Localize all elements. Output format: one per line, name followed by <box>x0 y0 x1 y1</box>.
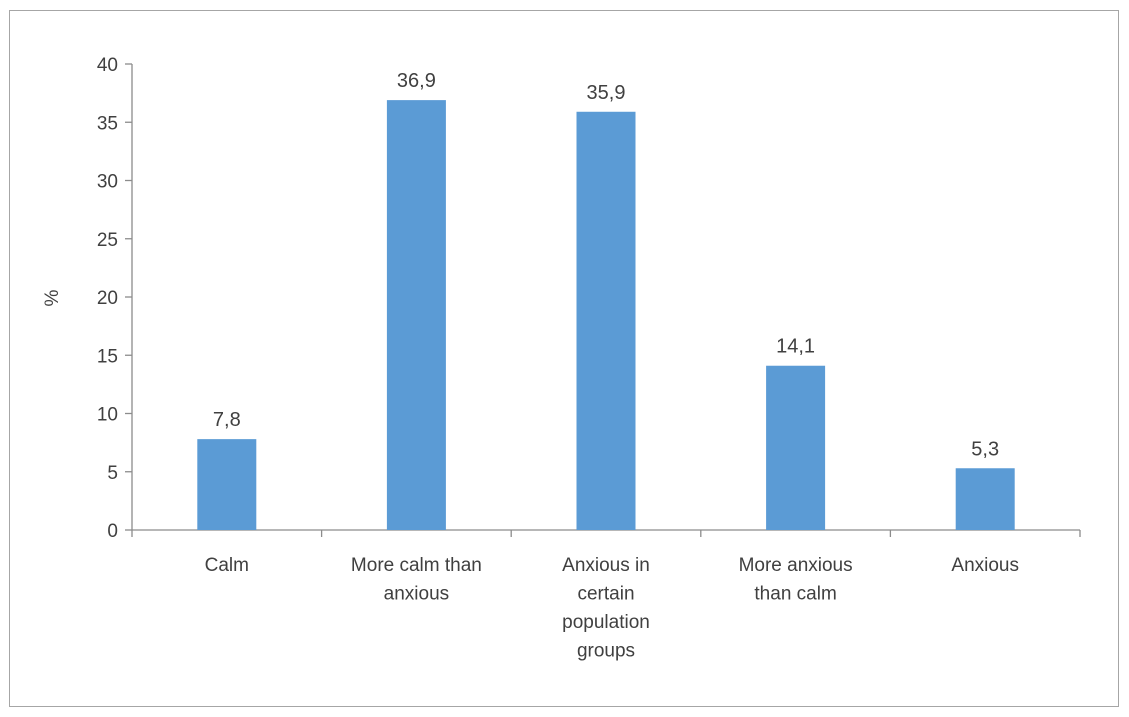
bar <box>766 365 826 530</box>
y-tick-label: 0 <box>107 521 118 542</box>
bar <box>576 111 636 530</box>
x-category-label: Anxious <box>951 555 1019 576</box>
data-label: 36,9 <box>397 70 436 92</box>
y-tick-label: 30 <box>97 172 118 193</box>
y-tick-label: 10 <box>97 405 118 426</box>
y-tick-label: 20 <box>97 288 118 309</box>
data-label: 35,9 <box>587 82 626 104</box>
data-label: 14,1 <box>776 336 815 358</box>
bar <box>955 468 1015 530</box>
y-tick-label: 35 <box>97 113 118 134</box>
x-category-label: Calm <box>205 555 249 576</box>
x-category-label: Anxious in certain population groups <box>562 555 650 662</box>
data-label: 5,3 <box>971 438 999 460</box>
y-axis-label: % <box>42 289 63 306</box>
y-tick-label: 15 <box>97 346 118 367</box>
x-category-label: More calm than anxious <box>351 555 482 605</box>
y-tick-label: 5 <box>107 463 118 484</box>
bar <box>386 100 446 531</box>
chart-frame <box>9 10 1119 707</box>
y-tick-label: 25 <box>97 230 118 251</box>
y-tick-label: 40 <box>97 55 118 76</box>
data-label: 7,8 <box>213 409 241 431</box>
bar <box>197 439 257 530</box>
x-category-label: More anxious than calm <box>739 555 853 605</box>
